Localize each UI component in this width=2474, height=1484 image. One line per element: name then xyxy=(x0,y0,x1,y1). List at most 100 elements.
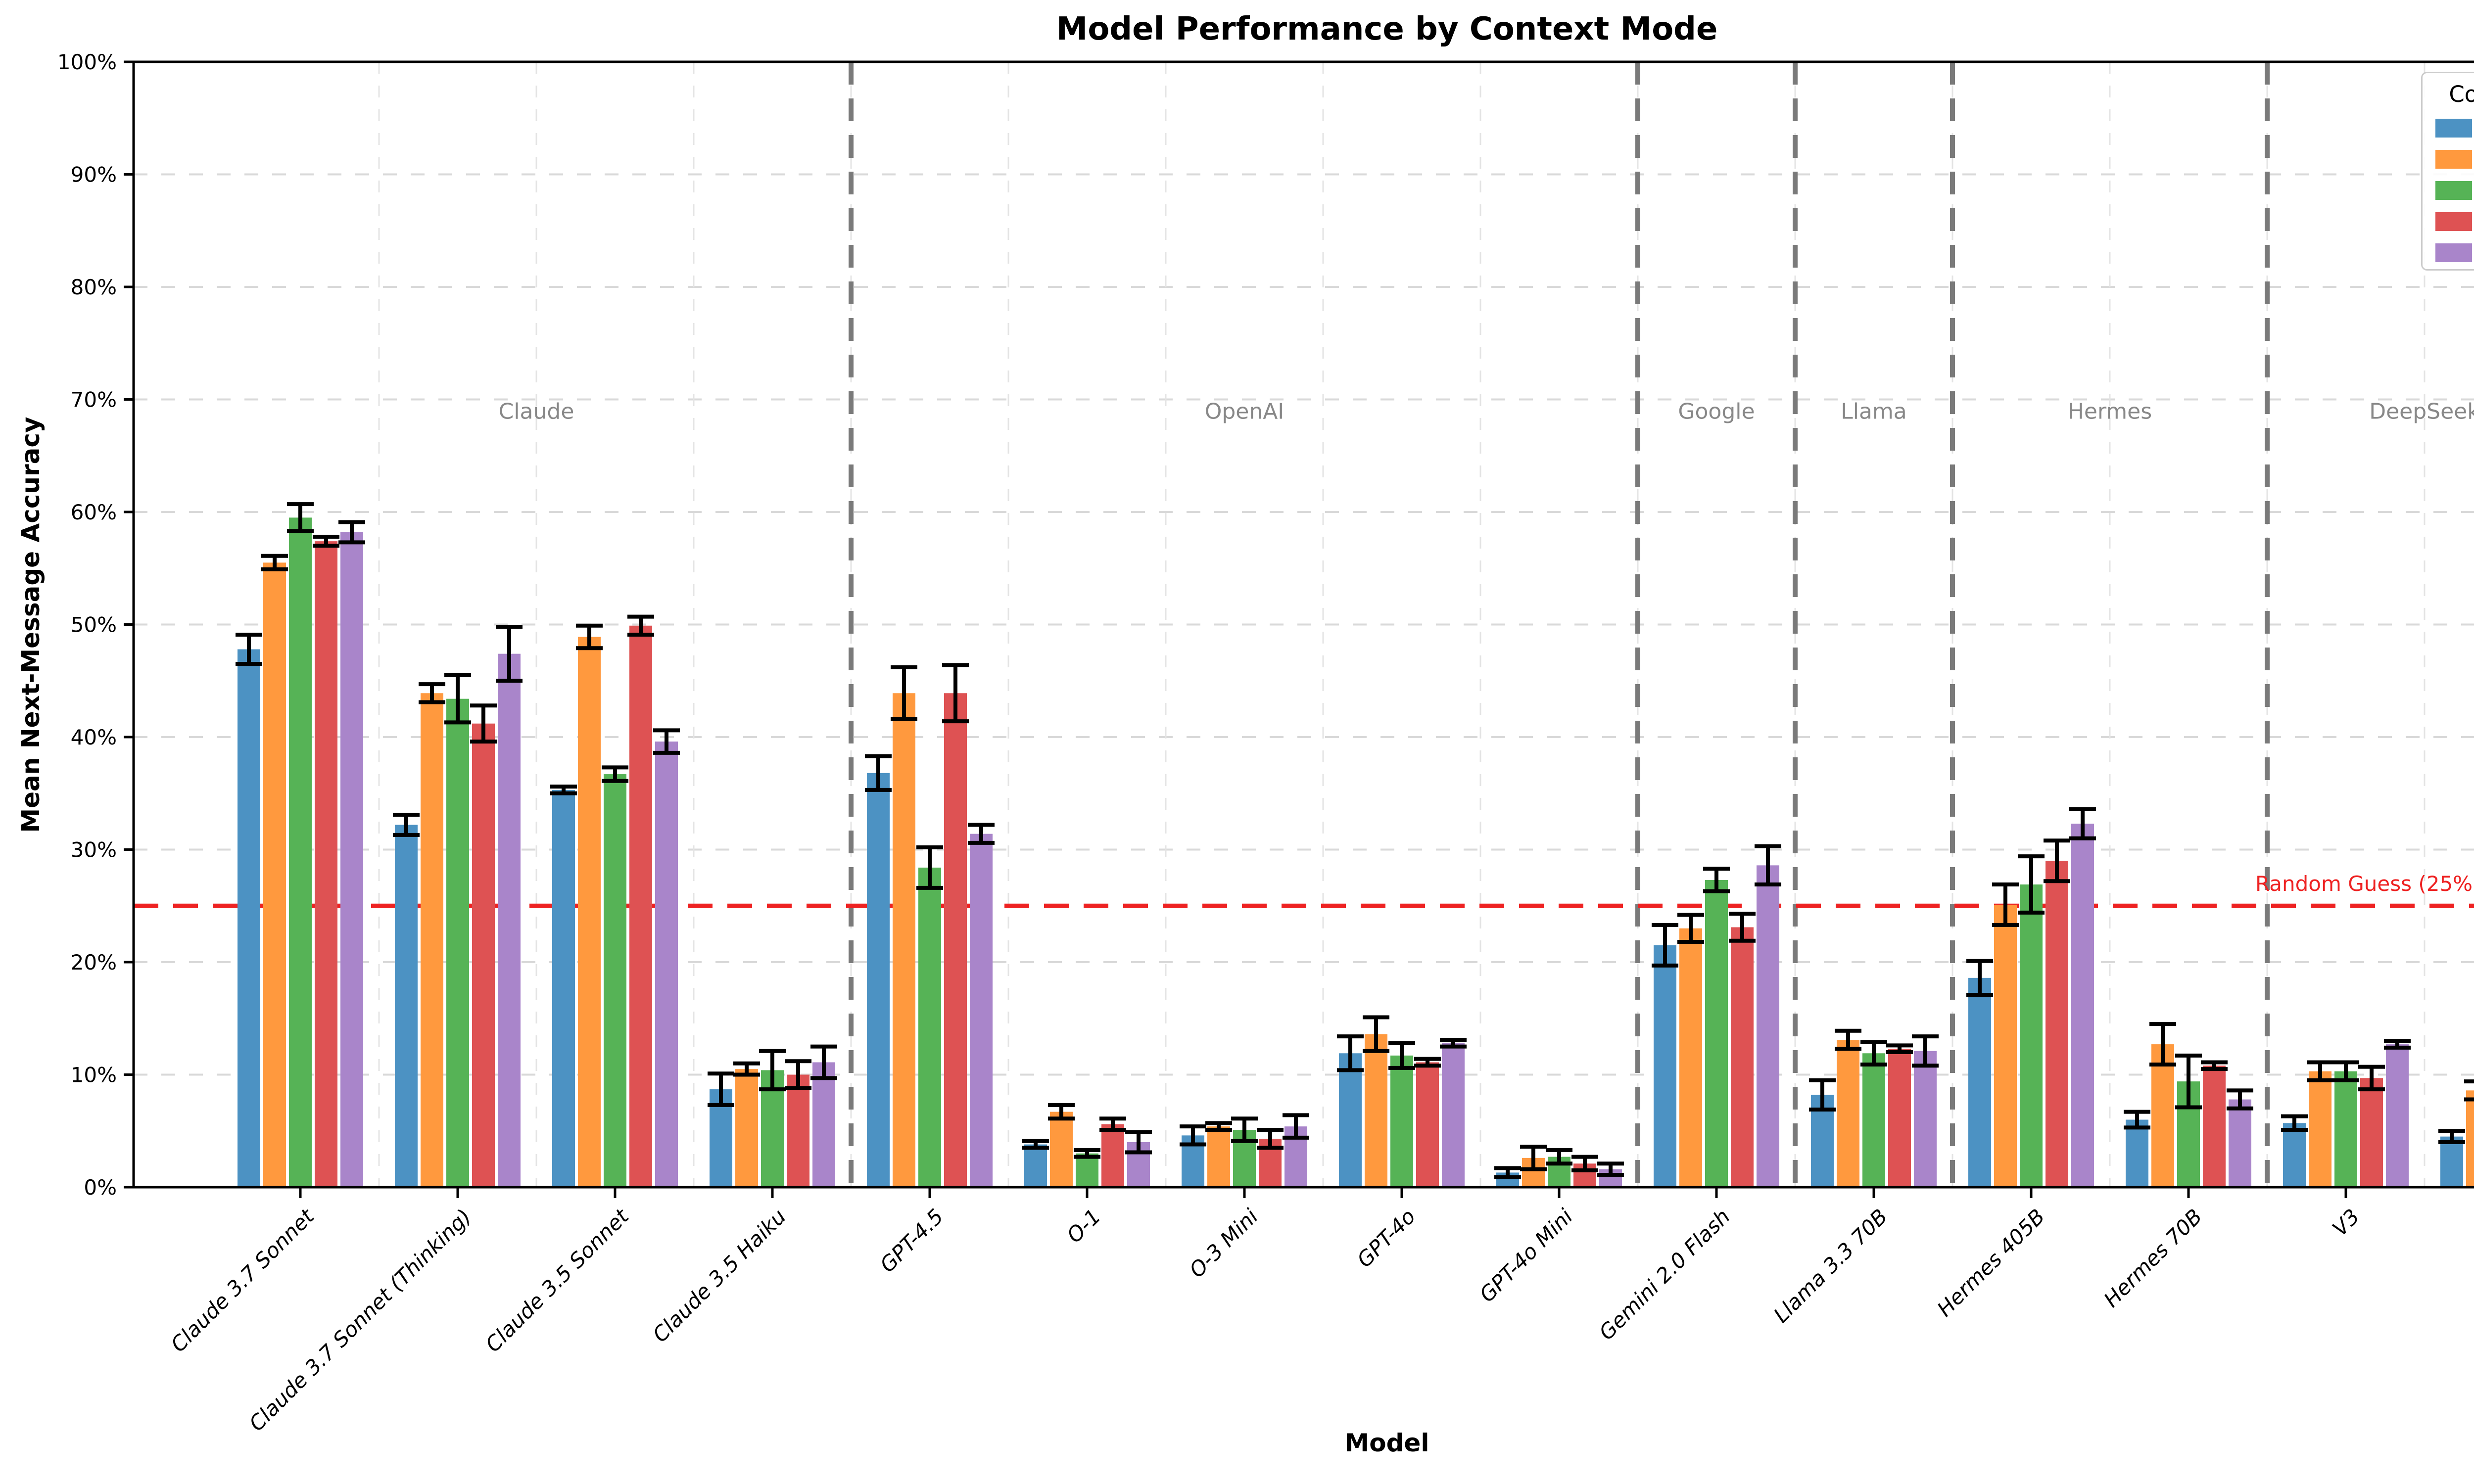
bar-100-raw-gpt-4-5 xyxy=(944,693,967,1187)
bar-50-raw-claude-3-5-sonnet xyxy=(578,637,601,1187)
y-tick-label: 60% xyxy=(71,500,117,524)
y-tick-label: 100% xyxy=(57,50,117,74)
bar-50-raw-claude-3-5-haiku xyxy=(735,1069,758,1187)
bar-100-summary-gemini-2-0-flash xyxy=(1757,865,1779,1187)
x-tick-label-llama-3-3-70b: Llama 3.3 70B xyxy=(1769,1204,1892,1327)
x-tick-label-o-1: O-1 xyxy=(1062,1204,1105,1248)
y-tick-label: 0% xyxy=(84,1175,117,1200)
bar-50-raw-v3 xyxy=(2309,1071,2331,1187)
legend-swatch-100-raw xyxy=(2435,212,2472,231)
x-tick-label-gpt-4o: GPT-4o xyxy=(1352,1204,1420,1272)
bar-100-raw-o-1 xyxy=(1101,1124,1124,1187)
legend-item-100-summary: 100 Summary xyxy=(2435,237,2474,268)
x-tick-label-v3: V3 xyxy=(2328,1204,2364,1241)
bar-no-context-o-1 xyxy=(1024,1144,1047,1187)
bar-100-raw-v3 xyxy=(2360,1078,2383,1187)
bar-50-raw-gpt-4o xyxy=(1365,1034,1387,1187)
bar-100-raw-claude-3-5-sonnet xyxy=(629,625,652,1187)
y-tick-label: 50% xyxy=(71,613,117,637)
y-tick-label: 90% xyxy=(71,163,117,187)
bar-100-summary-claude-3-5-haiku xyxy=(812,1062,835,1187)
bar-100-raw-claude-3-5-haiku xyxy=(787,1074,809,1187)
bar-50-raw-o-1 xyxy=(1050,1112,1073,1187)
bar-no-context-gemini-2-0-flash xyxy=(1654,945,1676,1187)
bar-50-summary-o-1 xyxy=(1076,1153,1098,1187)
bar-100-summary-v3 xyxy=(2386,1044,2409,1187)
x-tick-label-hermes-70b: Hermes 70B xyxy=(2099,1204,2207,1312)
x-tick-label-claude-3-7-sonnet: Claude 3.7 Sonnet xyxy=(166,1204,320,1357)
legend: Context Mode No Context50 Raw50 Summary1… xyxy=(2421,72,2474,271)
legend-title: Context Mode xyxy=(2449,81,2474,107)
x-axis-label: Model xyxy=(1344,1429,1429,1457)
bar-no-context-hermes-70b xyxy=(2126,1119,2148,1187)
bar-50-summary-gpt-4o xyxy=(1390,1055,1413,1187)
bar-100-summary-hermes-405b xyxy=(2071,824,2094,1187)
bar-100-summary-gpt-4o xyxy=(1442,1043,1465,1187)
y-tick-label: 20% xyxy=(71,950,117,974)
bar-100-raw-gemini-2-0-flash xyxy=(1731,927,1754,1187)
legend-swatch-100-summary xyxy=(2435,243,2472,262)
y-tick-label: 30% xyxy=(71,838,117,862)
bar-no-context-r1 xyxy=(2440,1136,2463,1187)
vendor-group-label-claude: Claude xyxy=(499,399,574,424)
bar-no-context-claude-3-5-sonnet xyxy=(552,789,575,1187)
bar-50-summary-llama-3-3-70b xyxy=(1862,1053,1885,1187)
reference-line-label: Random Guess (25%) xyxy=(2255,872,2474,896)
bar-100-raw-hermes-405b xyxy=(2046,861,2068,1187)
bar-50-raw-claude-3-7-sonnet-thinking xyxy=(421,693,443,1187)
bar-50-raw-r1 xyxy=(2466,1090,2474,1187)
vendor-group-label-llama: Llama xyxy=(1841,399,1907,424)
y-tick-label: 40% xyxy=(71,725,117,749)
bar-100-raw-claude-3-7-sonnet-thinking xyxy=(472,723,495,1187)
x-tick-label-o-3-mini: O-3 Mini xyxy=(1185,1204,1263,1282)
legend-item-100-raw: 100 Raw xyxy=(2435,206,2474,237)
vendor-group-label-openai: OpenAI xyxy=(1205,399,1285,424)
bar-50-raw-o-3-mini xyxy=(1207,1126,1230,1187)
bar-100-summary-llama-3-3-70b xyxy=(1914,1051,1937,1187)
legend-item-no-context: No Context xyxy=(2435,112,2474,143)
x-tick-label-hermes-405b: Hermes 405B xyxy=(1932,1204,2049,1321)
bar-100-summary-claude-3-5-sonnet xyxy=(655,742,678,1187)
x-tick-label-claude-3-5-haiku: Claude 3.5 Haiku xyxy=(648,1204,791,1347)
bar-50-summary-claude-3-7-sonnet xyxy=(289,517,312,1187)
vendor-group-label-google: Google xyxy=(1678,399,1755,424)
legend-rows: No Context50 Raw50 Summary100 Raw100 Sum… xyxy=(2435,112,2474,268)
chart-title: Model Performance by Context Mode xyxy=(1056,11,1718,47)
y-tick-label: 10% xyxy=(71,1063,117,1087)
y-axis-label: Mean Next-Message Accuracy xyxy=(16,417,45,833)
y-tick-label: 80% xyxy=(71,275,117,299)
bar-50-raw-hermes-405b xyxy=(1994,904,2017,1187)
bar-100-raw-claude-3-7-sonnet xyxy=(315,541,337,1187)
bar-50-raw-claude-3-7-sonnet xyxy=(263,562,286,1187)
bar-no-context-gpt-4o xyxy=(1339,1053,1362,1187)
bar-100-raw-llama-3-3-70b xyxy=(1888,1049,1911,1187)
bar-50-raw-gpt-4-5 xyxy=(893,693,915,1187)
bar-no-context-hermes-405b xyxy=(1968,977,1991,1187)
bar-50-summary-claude-3-5-sonnet xyxy=(604,774,626,1187)
bar-100-raw-hermes-70b xyxy=(2203,1066,2226,1187)
legend-item-50-summary: 50 Summary xyxy=(2435,175,2474,206)
legend-swatch-50-raw xyxy=(2435,149,2472,169)
x-tick-label-gemini-2-0-flash: Gemini 2.0 Flash xyxy=(1594,1204,1735,1345)
legend-swatch-no-context xyxy=(2435,118,2472,138)
legend-swatch-50-summary xyxy=(2435,181,2472,200)
y-tick-label: 70% xyxy=(71,388,117,412)
bar-50-summary-hermes-405b xyxy=(2020,884,2043,1187)
bar-no-context-claude-3-7-sonnet-thinking xyxy=(395,825,418,1187)
bar-50-summary-claude-3-7-sonnet-thinking xyxy=(446,698,469,1187)
bar-50-summary-gpt-4-5 xyxy=(918,867,941,1187)
bar-100-summary-gpt-4-5 xyxy=(970,834,993,1187)
bar-no-context-claude-3-7-sonnet xyxy=(238,649,260,1187)
bar-100-raw-gpt-4o xyxy=(1416,1062,1439,1187)
bar-50-raw-hermes-70b xyxy=(2151,1044,2174,1187)
bar-50-summary-v3 xyxy=(2334,1071,2357,1187)
bar-100-summary-claude-3-7-sonnet xyxy=(340,532,363,1187)
bar-50-raw-llama-3-3-70b xyxy=(1837,1039,1859,1187)
bar-no-context-v3 xyxy=(2283,1123,2306,1187)
x-tick-label-gpt-4-5: GPT-4.5 xyxy=(875,1204,948,1277)
vendor-group-label-deepseek: DeepSeek xyxy=(2369,399,2474,424)
bar-50-raw-gemini-2-0-flash xyxy=(1679,928,1702,1187)
x-tick-label-gpt-4o-mini: GPT-4o Mini xyxy=(1475,1204,1577,1307)
